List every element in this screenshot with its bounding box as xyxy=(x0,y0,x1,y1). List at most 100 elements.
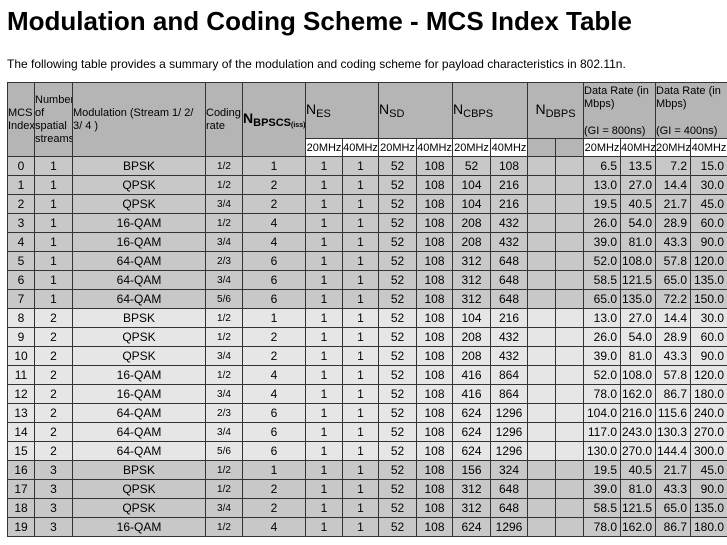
table-cell: 208 xyxy=(452,327,491,347)
table-cell: 52 xyxy=(452,156,491,176)
table-cell: 1 xyxy=(34,251,73,271)
table-cell: 13.0 xyxy=(583,175,621,195)
table-cell: 30.0 xyxy=(690,175,727,195)
blank-cell xyxy=(527,213,556,233)
blank-cell xyxy=(527,498,556,518)
table-cell: 1 xyxy=(305,213,343,233)
table-cell: 1 xyxy=(305,498,343,518)
table-cell: 1 xyxy=(305,422,343,442)
table-cell: 208 xyxy=(452,232,491,252)
table-cell: 240.0 xyxy=(690,403,727,423)
table-cell: 120.0 xyxy=(690,365,727,385)
header-text: (GI = 800ns) xyxy=(584,125,646,137)
table-cell: 104 xyxy=(452,194,491,214)
table-cell: 648 xyxy=(490,479,528,499)
table-cell: 11 xyxy=(7,365,35,385)
table-cell: 21.7 xyxy=(655,194,691,214)
table-cell: 39.0 xyxy=(583,346,621,366)
blank-cell xyxy=(527,384,556,404)
blank-cell xyxy=(555,232,584,252)
table-cell: 1 xyxy=(342,403,379,423)
blank-cell xyxy=(555,403,584,423)
table-cell: 1 xyxy=(34,175,73,195)
table-cell: 108 xyxy=(416,517,453,537)
table-row: 11 2 16-QAM 1/2 4 1 1 52 108 416 864 52.0 108.0 57.8 1… xyxy=(7,365,727,385)
table-cell: 13 xyxy=(7,403,35,423)
table-cell: 3/4 xyxy=(205,346,243,366)
header-sub: BPSCS xyxy=(253,117,292,129)
header-sub: CBPS xyxy=(463,108,494,120)
table-cell: 4 xyxy=(242,365,306,385)
header-cell: NBPSCS(iss) xyxy=(242,82,306,157)
table-cell: 624 xyxy=(452,517,491,537)
header-text: Data Rate (in Mbps) xyxy=(584,85,649,110)
table-cell: 1 xyxy=(342,232,379,252)
table-cell: 104 xyxy=(452,175,491,195)
sub-header-cell: 20MHz xyxy=(655,138,691,157)
table-cell: 64-QAM xyxy=(72,251,206,271)
table-cell: 52 xyxy=(378,517,417,537)
table-cell: 3 xyxy=(34,498,73,518)
table-cell: 6 xyxy=(242,270,306,290)
table-cell: 40.5 xyxy=(620,194,656,214)
table-cell: 2 xyxy=(34,403,73,423)
table-cell: 108 xyxy=(416,498,453,518)
table-cell: 64-QAM xyxy=(72,422,206,442)
table-cell: 121.5 xyxy=(620,498,656,518)
table-cell: 270.0 xyxy=(690,422,727,442)
blank-cell xyxy=(527,346,556,366)
table-cell: 58.5 xyxy=(583,270,621,290)
table-cell: 1 xyxy=(305,175,343,195)
table-cell: 2 xyxy=(34,422,73,442)
table-cell: 216.0 xyxy=(620,403,656,423)
table-cell: 64-QAM xyxy=(72,289,206,309)
blank-cell xyxy=(555,384,584,404)
table-cell: 3/4 xyxy=(205,194,243,214)
header-cell: NES xyxy=(305,82,379,139)
table-cell: 64-QAM xyxy=(72,441,206,461)
table-cell: 16-QAM xyxy=(72,213,206,233)
blank-cell xyxy=(527,232,556,252)
table-cell: 14.4 xyxy=(655,308,691,328)
header-cell: Data Rate (in Mbps) (GI = 800ns) xyxy=(583,82,656,139)
table-cell: 90.0 xyxy=(690,346,727,366)
table-cell: 16-QAM xyxy=(72,365,206,385)
table-cell: 2 xyxy=(242,194,306,214)
table-cell: 60.0 xyxy=(690,327,727,347)
table-cell: 1 xyxy=(34,156,73,176)
table-cell: 1 xyxy=(34,194,73,214)
blank-cell xyxy=(555,289,584,309)
table-cell: 300.0 xyxy=(690,441,727,461)
table-cell: 1/2 xyxy=(205,213,243,233)
table-cell: 2 xyxy=(34,308,73,328)
blank-cell xyxy=(555,460,584,480)
table-cell: 15.0 xyxy=(690,156,727,176)
header-cell: Coding rate xyxy=(205,82,243,157)
header-sub: ES xyxy=(316,108,331,120)
table-cell: 43.3 xyxy=(655,479,691,499)
table-row: 1 1 QPSK 1/2 2 1 1 52 108 104 216 13.0 27.0 14.4 30.0 xyxy=(7,175,727,195)
table-cell: 1/2 xyxy=(205,156,243,176)
blank-cell xyxy=(555,498,584,518)
table-cell: 52 xyxy=(378,194,417,214)
blank-cell xyxy=(555,441,584,461)
blank-cell xyxy=(555,270,584,290)
table-cell: 208 xyxy=(452,346,491,366)
sub-header-cell: 40MHz xyxy=(690,138,727,157)
table-cell: 1 xyxy=(305,441,343,461)
table-cell: 52 xyxy=(378,270,417,290)
table-cell: 90.0 xyxy=(690,232,727,252)
table-cell: 312 xyxy=(452,479,491,499)
table-cell: 3/4 xyxy=(205,232,243,252)
table-cell: 72.2 xyxy=(655,289,691,309)
table-cell: 1 xyxy=(305,479,343,499)
table-cell: 108 xyxy=(416,194,453,214)
blank-cell xyxy=(555,138,584,157)
table-cell: 7.2 xyxy=(655,156,691,176)
table-row: 8 2 BPSK 1/2 1 1 1 52 108 104 216 13.0 27.0 14.4 30.0 xyxy=(7,308,727,328)
table-cell: 3/4 xyxy=(205,422,243,442)
table-cell: 1 xyxy=(342,156,379,176)
table-cell: 312 xyxy=(452,289,491,309)
table-cell: 108 xyxy=(416,346,453,366)
